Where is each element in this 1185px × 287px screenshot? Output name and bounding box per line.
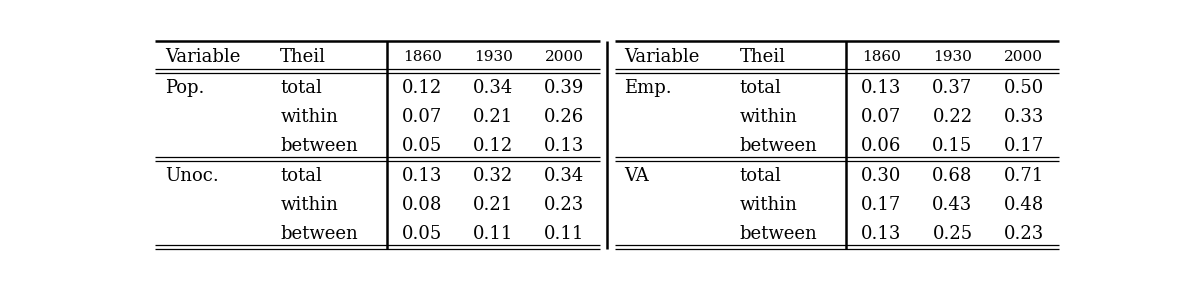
Text: 0.32: 0.32 — [473, 167, 513, 185]
Text: 2000: 2000 — [545, 50, 584, 64]
Text: 0.34: 0.34 — [544, 167, 584, 185]
Text: within: within — [739, 108, 798, 126]
Text: 0.39: 0.39 — [544, 79, 584, 97]
Text: 0.23: 0.23 — [544, 196, 584, 214]
Text: 1930: 1930 — [933, 50, 972, 64]
Text: 0.07: 0.07 — [402, 108, 442, 126]
Text: 1860: 1860 — [861, 50, 901, 64]
Text: 0.23: 0.23 — [1004, 225, 1044, 243]
Text: 0.71: 0.71 — [1004, 167, 1044, 185]
Text: 0.21: 0.21 — [473, 196, 513, 214]
Text: within: within — [281, 108, 338, 126]
Text: 0.17: 0.17 — [861, 196, 902, 214]
Text: 0.11: 0.11 — [473, 225, 513, 243]
Text: 0.12: 0.12 — [402, 79, 442, 97]
Text: 0.50: 0.50 — [1004, 79, 1044, 97]
Text: 0.68: 0.68 — [933, 167, 973, 185]
Text: 0.33: 0.33 — [1004, 108, 1044, 126]
Text: 1930: 1930 — [474, 50, 513, 64]
Text: 0.17: 0.17 — [1004, 137, 1044, 155]
Text: Theil: Theil — [739, 48, 786, 66]
Text: Variable: Variable — [624, 48, 699, 66]
Text: Pop.: Pop. — [165, 79, 204, 97]
Text: 1860: 1860 — [403, 50, 442, 64]
Text: 0.48: 0.48 — [1004, 196, 1044, 214]
Text: 0.30: 0.30 — [861, 167, 902, 185]
Text: VA: VA — [624, 167, 648, 185]
Text: 0.34: 0.34 — [473, 79, 513, 97]
Text: 0.26: 0.26 — [544, 108, 584, 126]
Text: 0.13: 0.13 — [861, 225, 902, 243]
Text: 0.13: 0.13 — [861, 79, 902, 97]
Text: 0.25: 0.25 — [933, 225, 973, 243]
Text: 0.11: 0.11 — [544, 225, 584, 243]
Text: Variable: Variable — [165, 48, 241, 66]
Text: 0.08: 0.08 — [402, 196, 442, 214]
Text: total: total — [739, 79, 781, 97]
Text: between: between — [739, 225, 818, 243]
Text: 0.06: 0.06 — [861, 137, 902, 155]
Text: within: within — [281, 196, 338, 214]
Text: 0.21: 0.21 — [473, 108, 513, 126]
Text: 0.43: 0.43 — [933, 196, 973, 214]
Text: 2000: 2000 — [1004, 50, 1043, 64]
Text: total: total — [739, 167, 781, 185]
Text: between: between — [281, 225, 358, 243]
Text: 0.13: 0.13 — [402, 167, 442, 185]
Text: total: total — [281, 79, 322, 97]
Text: 0.22: 0.22 — [933, 108, 973, 126]
Text: between: between — [281, 137, 358, 155]
Text: between: between — [739, 137, 818, 155]
Text: within: within — [739, 196, 798, 214]
Text: Unoc.: Unoc. — [165, 167, 218, 185]
Text: Emp.: Emp. — [624, 79, 672, 97]
Text: total: total — [281, 167, 322, 185]
Text: Theil: Theil — [281, 48, 326, 66]
Text: 0.05: 0.05 — [402, 225, 442, 243]
Text: 0.15: 0.15 — [933, 137, 973, 155]
Text: 0.07: 0.07 — [861, 108, 902, 126]
Text: 0.05: 0.05 — [402, 137, 442, 155]
Text: 0.13: 0.13 — [544, 137, 584, 155]
Text: 0.37: 0.37 — [933, 79, 973, 97]
Text: 0.12: 0.12 — [473, 137, 513, 155]
